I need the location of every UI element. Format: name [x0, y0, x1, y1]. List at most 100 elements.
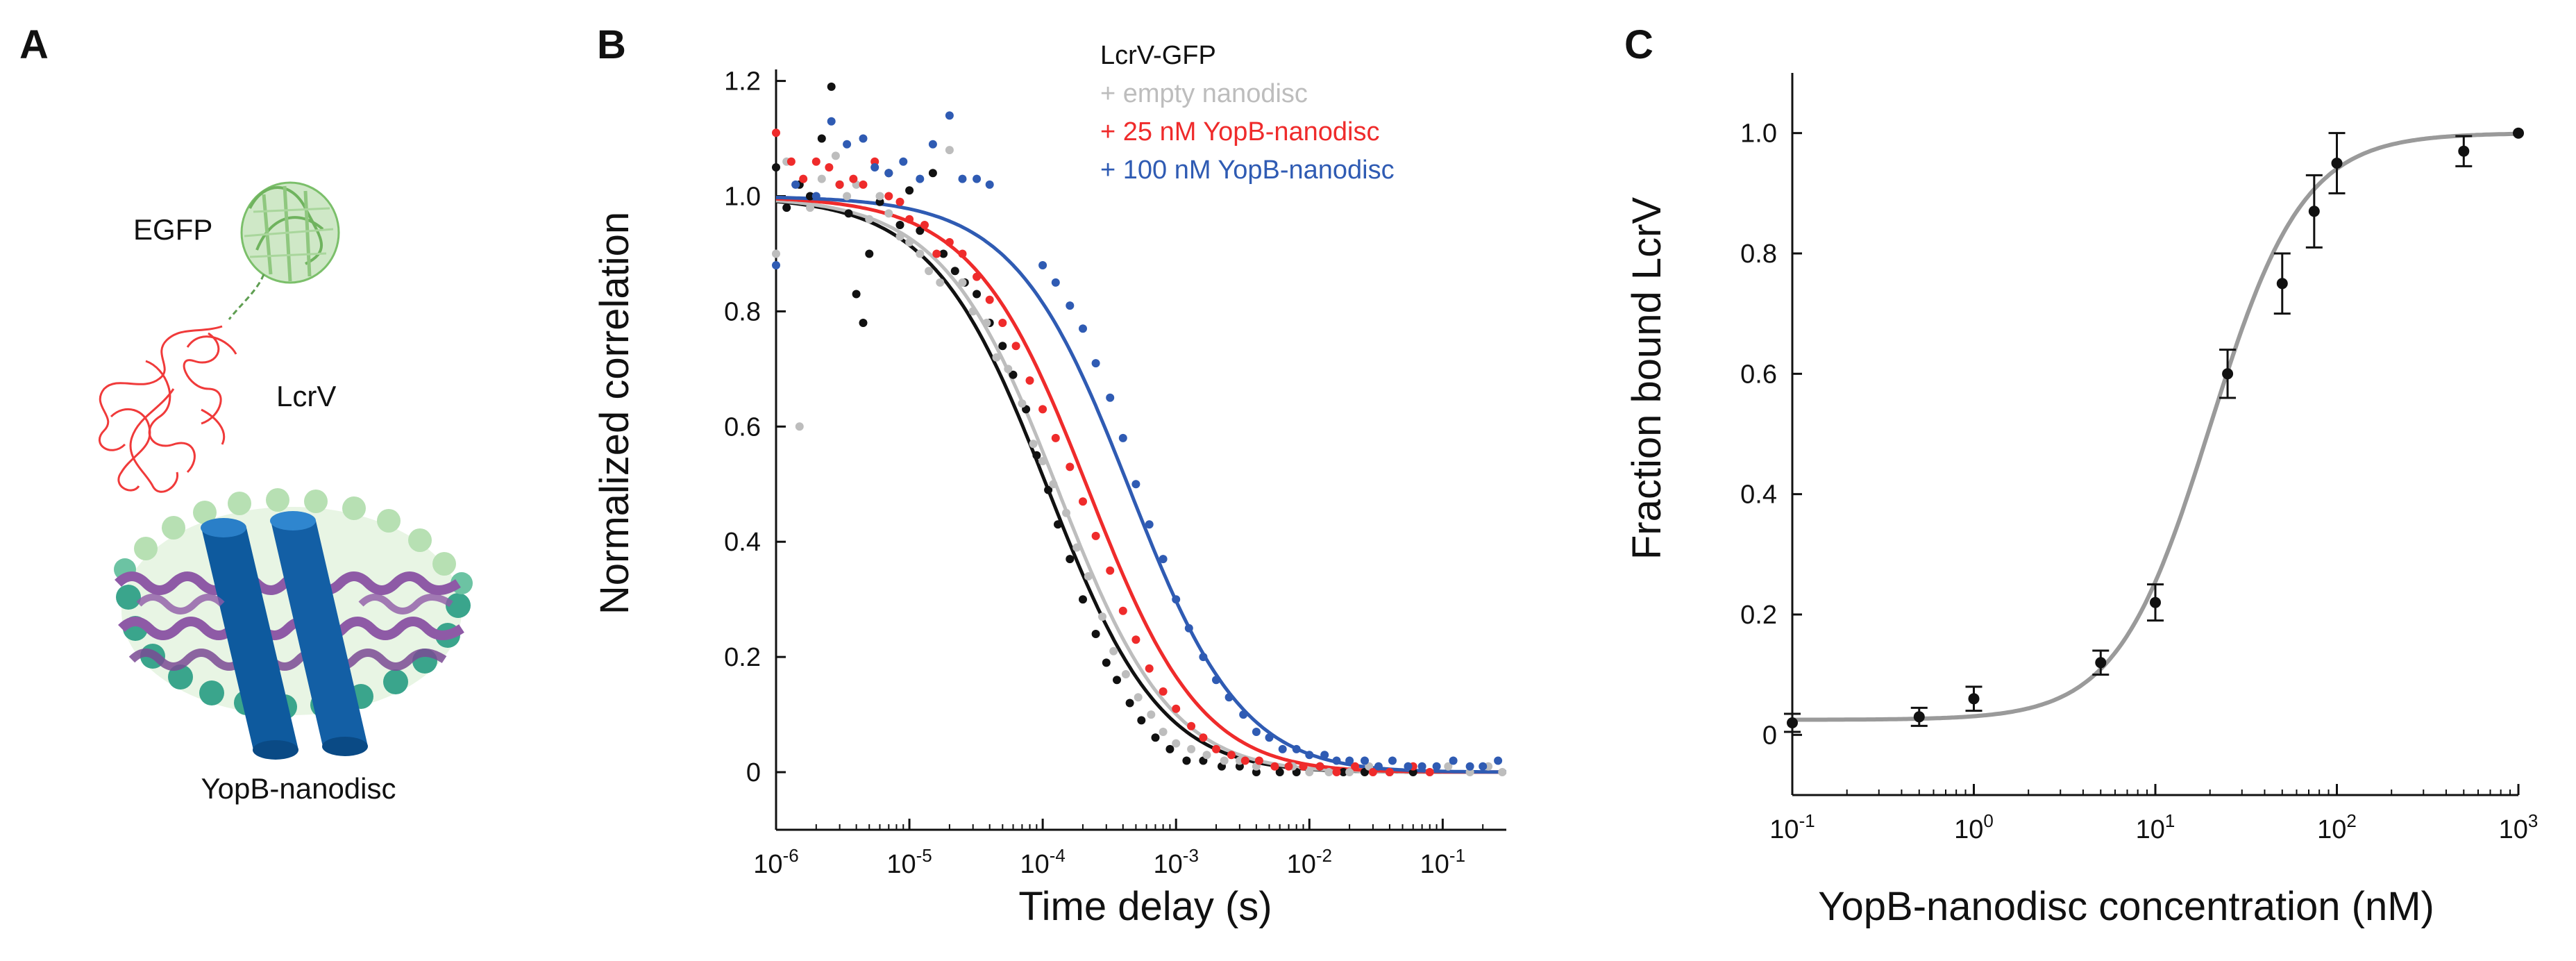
data-point	[925, 267, 934, 276]
data-point	[875, 192, 884, 201]
data-point	[870, 157, 879, 166]
data-point	[1374, 762, 1383, 771]
data-point	[1339, 768, 1348, 776]
panel-b-xtick-label: 10-6	[753, 845, 798, 879]
data-point	[1299, 762, 1308, 771]
data-point	[1275, 768, 1284, 776]
data-point	[1252, 768, 1261, 776]
panel-c-ytick-label: 0.4	[1740, 480, 1777, 510]
panel-b-letter: B	[597, 22, 626, 67]
data-point	[1044, 485, 1053, 494]
data-point	[1278, 744, 1287, 753]
binding-data-point	[1913, 711, 1925, 723]
data-point	[1212, 676, 1220, 685]
data-point	[1220, 756, 1229, 765]
data-point	[1066, 301, 1075, 310]
panel-c-ylabel: Fraction bound LcrV	[1624, 197, 1669, 560]
data-point	[831, 151, 840, 160]
data-point	[1098, 612, 1106, 621]
data-point	[843, 192, 852, 201]
data-point	[899, 157, 908, 166]
data-point	[1109, 646, 1118, 655]
panel-b: B 0 0.2 0.4 0.6 0.8 1.0 1.2 10-6 10-5 10-4 10-3 10-…	[592, 22, 1507, 929]
panel-b-ylabel: Normalized correlation	[592, 212, 637, 615]
data-point	[772, 128, 780, 137]
yopb-nanodisc-structure	[114, 488, 473, 760]
data-point	[1425, 768, 1434, 776]
data-point	[1187, 721, 1196, 730]
binding-data-point	[1787, 717, 1798, 728]
data-point	[1254, 756, 1263, 765]
yopb-helix-2	[270, 511, 368, 756]
data-point	[806, 203, 814, 212]
data-point	[982, 319, 991, 327]
panel-b-ytick-label: 0.2	[724, 643, 761, 672]
egfp-label: EGFP	[133, 213, 212, 246]
panel-b-ytick-label: 0.4	[724, 528, 761, 557]
panel-c-letter: C	[1624, 22, 1653, 67]
panel-c-ytick-label: 0	[1762, 721, 1777, 750]
data-point	[852, 290, 861, 299]
data-point	[1038, 405, 1047, 414]
data-point	[973, 174, 982, 183]
data-point	[1417, 762, 1426, 771]
panel-b-xtick-label: 10-4	[1020, 845, 1065, 879]
panel-b-ytick-label: 0.6	[724, 412, 761, 442]
lcrv-structure	[99, 325, 237, 493]
panel-c-xtick-label: 10-1	[1769, 810, 1815, 844]
data-point	[1385, 768, 1394, 776]
data-point	[1079, 595, 1087, 604]
panel-c: C 0 0.2 0.4 0.6 0.8 1.0 10-1 100 101 102 103 Fract…	[1624, 22, 2538, 929]
data-point	[1125, 699, 1134, 708]
data-point	[1184, 624, 1193, 633]
panel-b-ytick-label: 0	[746, 758, 761, 787]
data-point	[1147, 710, 1156, 719]
data-point	[1324, 768, 1333, 776]
data-point	[811, 157, 820, 166]
panel-c-ytick-label: 0.8	[1740, 240, 1777, 269]
data-point	[1368, 768, 1377, 776]
data-point	[1494, 756, 1503, 765]
data-point	[1240, 756, 1249, 765]
data-point	[791, 180, 800, 189]
data-point	[1332, 756, 1341, 765]
data-point	[1131, 480, 1140, 489]
data-point	[870, 163, 879, 172]
panel-c-ytick-label: 1.0	[1740, 119, 1777, 149]
data-point	[1159, 687, 1168, 696]
data-point	[1137, 716, 1146, 725]
panel-c-xtick-label: 102	[2317, 810, 2357, 844]
panel-b-ytick-label: 1.2	[724, 67, 761, 97]
data-point	[1224, 693, 1234, 702]
data-point	[1172, 595, 1181, 604]
data-point	[1345, 768, 1354, 776]
data-point	[825, 163, 834, 172]
data-point	[1320, 751, 1329, 760]
data-point	[1351, 762, 1360, 771]
data-point	[916, 226, 925, 235]
data-point	[905, 215, 914, 224]
binding-data-point	[2222, 368, 2234, 380]
data-point	[1106, 566, 1115, 575]
data-point	[1404, 762, 1413, 771]
binding-fit-curve	[1792, 131, 2518, 722]
data-point	[772, 163, 780, 172]
data-point	[1159, 728, 1168, 736]
data-point	[920, 221, 929, 229]
data-point	[1432, 762, 1441, 771]
data-point	[1145, 664, 1154, 673]
data-point	[1345, 756, 1354, 765]
data-point	[1066, 462, 1075, 471]
data-point	[1265, 733, 1274, 742]
data-point	[817, 174, 826, 183]
binding-data-point	[2095, 657, 2107, 669]
fit-curve	[775, 197, 1506, 774]
data-point	[1172, 739, 1181, 748]
binding-data-point	[2331, 158, 2343, 169]
data-point	[1408, 768, 1417, 776]
data-point	[998, 342, 1007, 351]
data-point	[1270, 762, 1279, 771]
data-point	[1051, 278, 1060, 287]
data-point	[1038, 457, 1047, 466]
